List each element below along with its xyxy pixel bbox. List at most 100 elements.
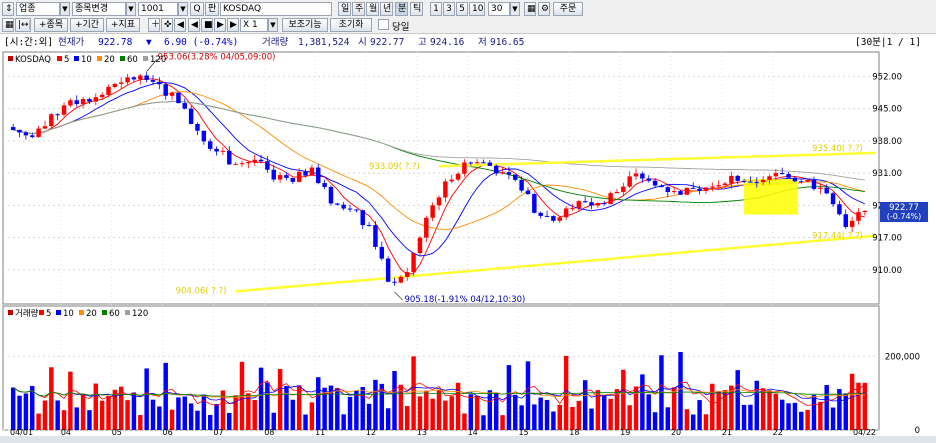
volume-bar bbox=[398, 384, 404, 430]
candle-body bbox=[773, 173, 779, 177]
candle-body bbox=[296, 171, 302, 182]
period-day-button[interactable]: 일 bbox=[338, 2, 351, 16]
candle-body bbox=[411, 253, 416, 273]
volume-bar bbox=[792, 402, 798, 430]
code-input[interactable]: 1001 bbox=[138, 2, 178, 16]
volume-bar bbox=[551, 411, 556, 430]
add-period-button[interactable]: +기간 bbox=[70, 18, 104, 32]
period-month-button[interactable]: 월 bbox=[366, 2, 379, 16]
volume-bar bbox=[252, 400, 257, 430]
interval-1-button[interactable]: 1 bbox=[430, 2, 442, 16]
stop-icon[interactable]: ■ bbox=[201, 18, 213, 32]
order-button[interactable]: 주문 bbox=[553, 2, 583, 16]
high-value: 924.16 bbox=[430, 37, 465, 48]
chevron-down-icon[interactable]: ▼ bbox=[510, 2, 520, 16]
period-tick-button[interactable]: 틱 bbox=[410, 2, 423, 16]
volume-bar bbox=[786, 403, 791, 430]
chevron-down-icon[interactable]: ▼ bbox=[60, 2, 70, 16]
candle-body bbox=[74, 100, 79, 105]
add-stock-button[interactable]: +종목 bbox=[34, 18, 68, 32]
play-forward-icon[interactable]: ▶ bbox=[214, 18, 226, 32]
candle-body bbox=[379, 246, 385, 259]
reset-button[interactable]: 초기화 bbox=[330, 18, 372, 32]
play-back-icon[interactable]: ◀ bbox=[188, 18, 200, 32]
candle-body bbox=[430, 205, 435, 218]
horizontal-scrollbar[interactable] bbox=[0, 436, 936, 443]
vol-ma20-line bbox=[12, 387, 865, 398]
kan-button[interactable]: 판 bbox=[205, 2, 219, 16]
volume-bar bbox=[144, 368, 149, 430]
volume-bar bbox=[195, 410, 200, 430]
volume-bar bbox=[347, 396, 353, 430]
stock-nav-arrows[interactable]: ⇕ bbox=[2, 2, 14, 16]
current-pct-label: (-0.74%) bbox=[887, 212, 922, 221]
chevron-down-icon[interactable]: ▼ bbox=[126, 2, 136, 16]
scroll-left-icon[interactable]: ◀ bbox=[174, 18, 186, 32]
ma5-line bbox=[13, 78, 865, 275]
volume-legend-label: 5 bbox=[46, 309, 51, 319]
candle-body bbox=[474, 162, 480, 164]
search-button[interactable]: Q bbox=[190, 2, 204, 16]
upper-trendline-right-label: 935.40( ?.?) bbox=[812, 144, 863, 154]
volume-value: 1,381,524 bbox=[298, 37, 350, 48]
volume-bar bbox=[633, 386, 639, 430]
x-tick-label: 21 bbox=[722, 428, 732, 436]
scroll-right-icon[interactable]: ▶ bbox=[227, 18, 239, 32]
today-checkbox[interactable] bbox=[378, 19, 389, 30]
volume-bar bbox=[176, 397, 181, 430]
x-tick-label: 20 bbox=[671, 428, 681, 436]
candle-body bbox=[239, 163, 245, 165]
candle-body bbox=[563, 208, 569, 218]
toolbar: ⇕ 업종 ▼ 종목변경 ▼ 1001 ▼ Q 판 KOSDAQ 일 주 월 년 … bbox=[0, 0, 936, 34]
aux-function-button[interactable]: 보조기능 bbox=[282, 18, 328, 32]
zoom-in-icon[interactable]: ＋ bbox=[148, 18, 160, 32]
candle-body bbox=[805, 180, 810, 182]
ma10-line bbox=[13, 82, 865, 257]
period-minute-button[interactable]: 분 bbox=[395, 2, 408, 16]
period-year-button[interactable]: 년 bbox=[380, 2, 393, 16]
change-stock-select[interactable]: 종목변경 bbox=[72, 2, 126, 16]
period-week-button[interactable]: 주 bbox=[352, 2, 365, 16]
low-annotation: 905.18(-1.91% 04/12,10:30) bbox=[405, 295, 526, 305]
chart-area[interactable]: 933.09( ?.?) 935.40( ?.?) 904.06( ?.?) 917.… bbox=[0, 50, 936, 436]
price-legend-swatch bbox=[97, 56, 102, 61]
volume-bar bbox=[106, 396, 111, 430]
save-icon[interactable]: ▦ bbox=[524, 2, 536, 16]
volume-bar bbox=[818, 401, 823, 430]
candle-body bbox=[538, 212, 543, 216]
price-legend-label: 10 bbox=[81, 55, 92, 65]
settings-icon[interactable]: ⚙ bbox=[538, 2, 550, 16]
candle-body bbox=[678, 191, 683, 195]
interval-5-button[interactable]: 5 bbox=[456, 2, 468, 16]
volume-bar bbox=[621, 369, 626, 430]
chevron-down-icon[interactable]: ▼ bbox=[178, 2, 188, 16]
volume-legend-swatch bbox=[56, 310, 61, 315]
candle-body bbox=[347, 208, 353, 210]
volume-bar bbox=[557, 404, 562, 430]
interval-input[interactable]: 30 bbox=[488, 2, 510, 16]
candle-body bbox=[525, 190, 531, 195]
add-indicator-button[interactable]: +지표 bbox=[106, 18, 140, 32]
volume-bar bbox=[201, 394, 207, 430]
volume-bar bbox=[862, 382, 868, 430]
low-label: 저 bbox=[478, 37, 487, 48]
crosshair-icon[interactable]: ✜ bbox=[161, 18, 173, 32]
grid-icon[interactable]: ▦ bbox=[2, 18, 14, 32]
volume-bar bbox=[74, 407, 79, 430]
chevron-down-icon[interactable]: ▼ bbox=[268, 18, 278, 32]
volume-legend-swatch bbox=[79, 310, 84, 315]
volume-bar bbox=[118, 386, 124, 430]
candle-body bbox=[30, 135, 35, 137]
market-select[interactable]: 업종 bbox=[16, 2, 60, 16]
interval-10-button[interactable]: 10 bbox=[469, 2, 485, 16]
fit-icon[interactable]: |↔| bbox=[15, 18, 31, 32]
candle-body bbox=[811, 180, 817, 189]
candle-body bbox=[207, 141, 213, 149]
interval-3-button[interactable]: 3 bbox=[443, 2, 455, 16]
volume-bar bbox=[246, 393, 251, 430]
volume-bar bbox=[80, 393, 86, 430]
multiplier-select[interactable]: X 1 bbox=[240, 18, 268, 32]
y-tick-label: 917.00 bbox=[872, 234, 902, 244]
down-arrow-icon: ▼ bbox=[146, 37, 152, 48]
volume-bar bbox=[614, 389, 620, 430]
